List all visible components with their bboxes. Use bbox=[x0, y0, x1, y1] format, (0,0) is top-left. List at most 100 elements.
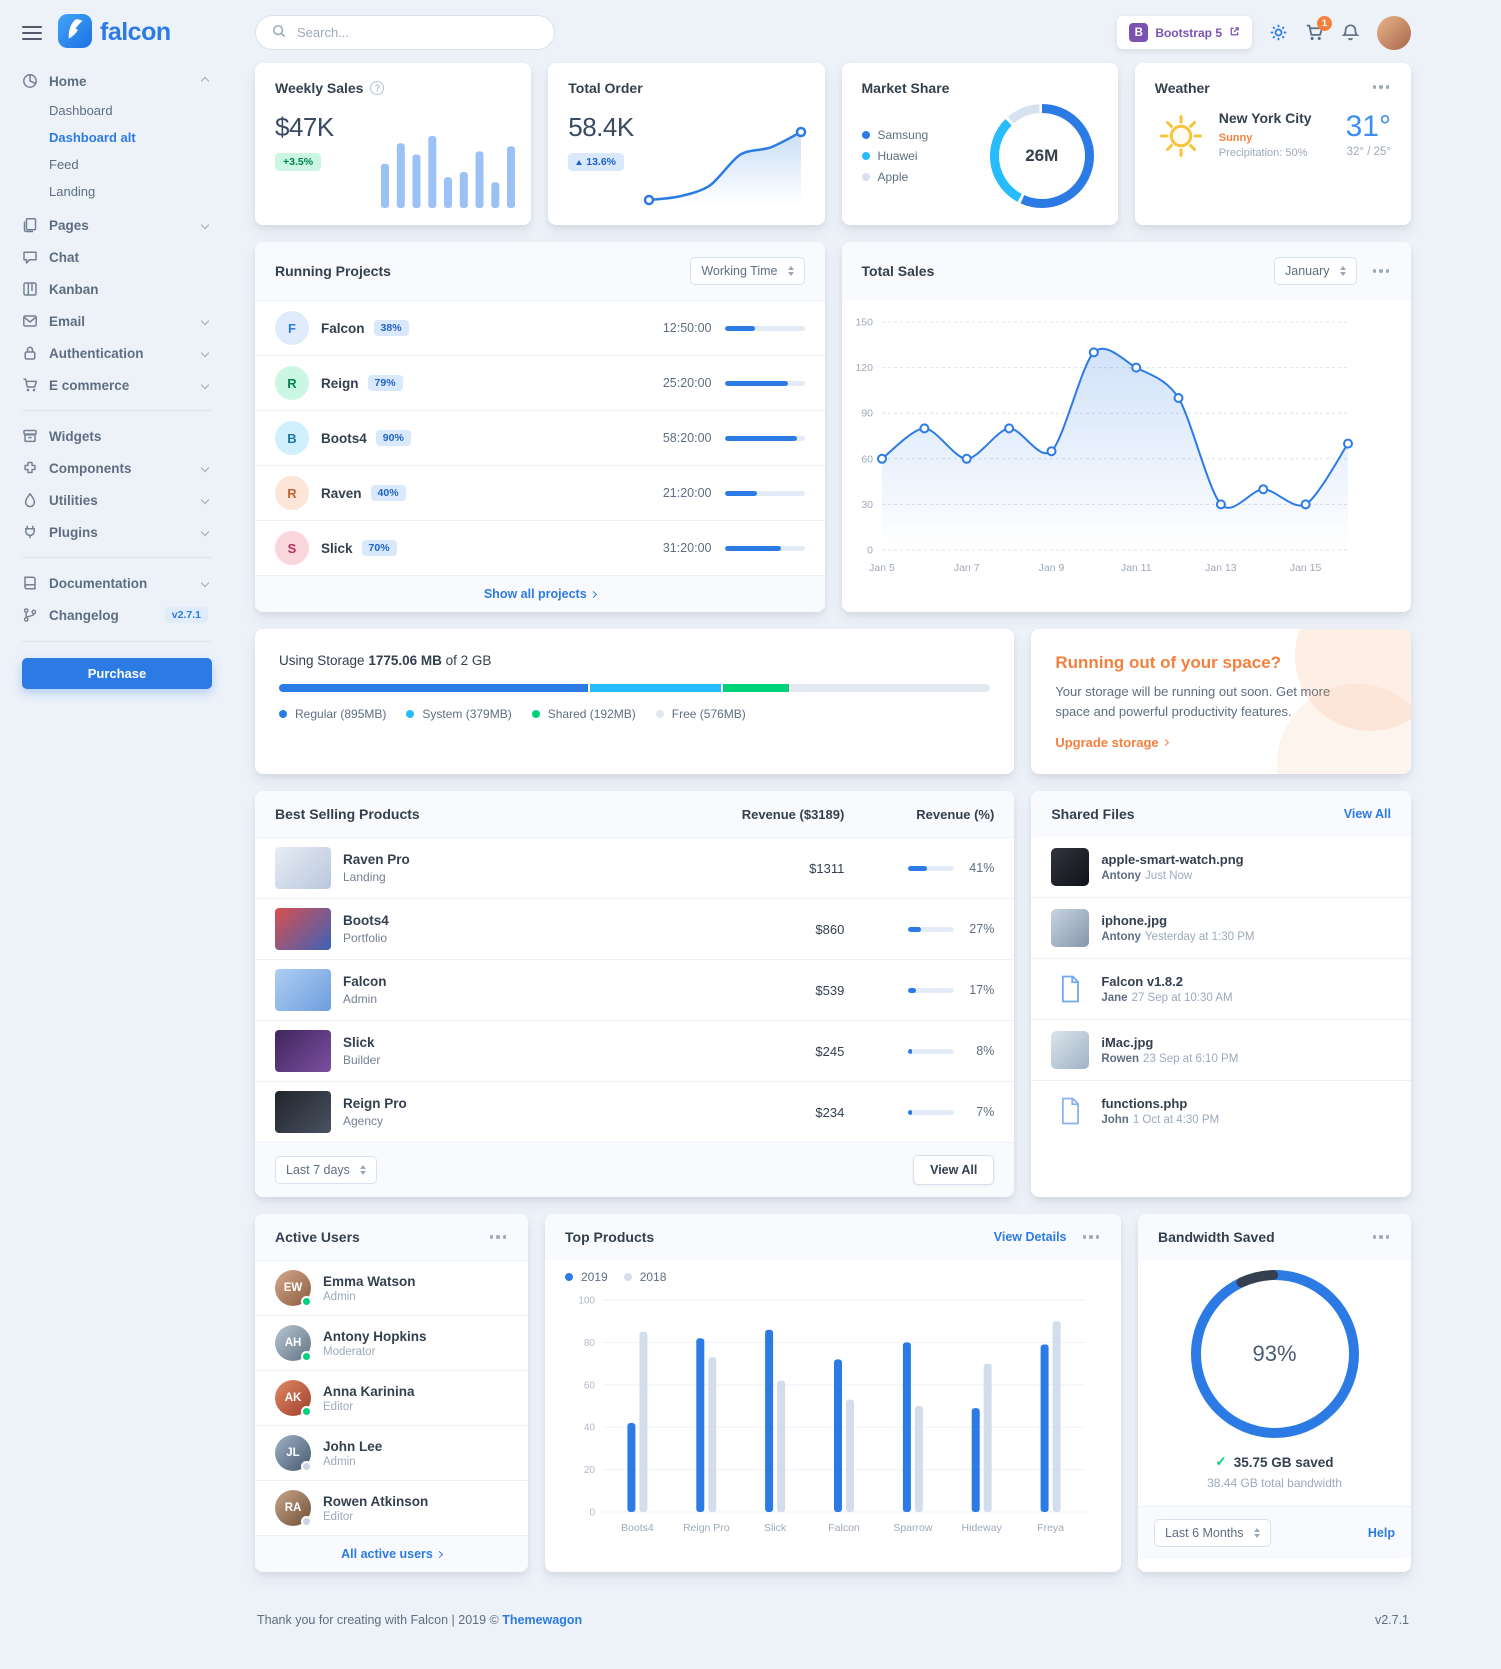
file-name[interactable]: Falcon v1.8.2 bbox=[1101, 974, 1183, 989]
upgrade-storage-link[interactable]: Upgrade storage bbox=[1055, 735, 1169, 750]
notifications-bell-icon[interactable] bbox=[1341, 23, 1360, 42]
status-indicator bbox=[301, 1406, 312, 1417]
product-category[interactable]: Portfolio bbox=[343, 931, 388, 945]
sidebar-item-feed[interactable]: Feed bbox=[49, 157, 79, 172]
product-category[interactable]: Agency bbox=[343, 1114, 384, 1128]
bootstrap-version-button[interactable]: B Bootstrap 5 bbox=[1117, 16, 1252, 49]
project-progress-badge: 38% bbox=[373, 320, 409, 336]
sidebar-item-dashboard[interactable]: Dashboard bbox=[49, 103, 113, 118]
settings-gear-icon[interactable] bbox=[1269, 23, 1288, 42]
chat-icon bbox=[23, 251, 37, 264]
cart-icon[interactable]: 1 bbox=[1305, 16, 1332, 42]
chart-legend-item: 2018 bbox=[623, 1270, 666, 1284]
all-active-users-link[interactable]: All active users bbox=[255, 1535, 528, 1572]
file-name[interactable]: iMac.jpg bbox=[1101, 1035, 1154, 1050]
card-title: Shared Files bbox=[1051, 806, 1135, 822]
product-revenue: $234 bbox=[815, 1104, 845, 1120]
file-name[interactable]: iphone.jpg bbox=[1101, 913, 1168, 928]
product-name[interactable]: Reign Pro bbox=[343, 1096, 407, 1111]
product-category[interactable]: Admin bbox=[343, 992, 378, 1006]
active-user-row: RA Rowen Atkinson Editor bbox=[255, 1480, 528, 1535]
sidebar-item-utilities[interactable]: Utilities bbox=[22, 484, 212, 516]
search-input[interactable] bbox=[295, 24, 538, 41]
svg-text:Sparrow: Sparrow bbox=[893, 1522, 933, 1534]
pie-chart-icon bbox=[23, 74, 37, 88]
card-menu-icon[interactable] bbox=[1371, 264, 1392, 278]
select-arrows-icon bbox=[1253, 1528, 1260, 1538]
sidebar-item-e-commerce[interactable]: E commerce bbox=[22, 369, 212, 401]
falcon-logo-icon bbox=[58, 14, 92, 51]
top-products-chart: 0 20 40 60 80 100 Boots4 Reign Pro Slick Falcon Sp… bbox=[545, 1286, 1121, 1547]
product-name[interactable]: Falcon bbox=[343, 974, 387, 989]
avatar: EW bbox=[275, 1270, 312, 1307]
project-name[interactable]: Slick bbox=[321, 540, 353, 556]
themewagon-link[interactable]: Themewagon bbox=[502, 1613, 583, 1627]
sidebar-item-plugins[interactable]: Plugins bbox=[22, 516, 212, 548]
sidebar-item-kanban[interactable]: Kanban bbox=[22, 273, 212, 305]
product-name[interactable]: Boots4 bbox=[343, 913, 389, 928]
sidebar-item-home[interactable]: Home bbox=[22, 65, 212, 97]
card-menu-icon[interactable] bbox=[1371, 1230, 1392, 1244]
shared-file-row: Falcon v1.8.2 Jane 27 Sep at 10:30 AM bbox=[1031, 958, 1411, 1019]
project-name[interactable]: Reign bbox=[321, 375, 359, 391]
plugins-icon bbox=[25, 525, 35, 539]
best-selling-products-card: Best Selling Products Revenue ($3189) Re… bbox=[255, 791, 1015, 1197]
user-name[interactable]: Anna Karinina bbox=[323, 1383, 415, 1399]
user-name[interactable]: Emma Watson bbox=[323, 1273, 416, 1289]
product-name[interactable]: Raven Pro bbox=[343, 852, 410, 867]
project-time: 12:50:00 bbox=[662, 321, 712, 335]
sidebar-item-authentication[interactable]: Authentication bbox=[22, 337, 212, 369]
product-row: Boots4 Portfolio $860 27% bbox=[255, 898, 1015, 959]
working-time-select[interactable]: Working Time bbox=[690, 257, 805, 285]
months-select[interactable]: Last 6 Months bbox=[1154, 1519, 1271, 1547]
info-icon[interactable] bbox=[370, 81, 385, 95]
sidebar-item-landing[interactable]: Landing bbox=[49, 184, 96, 199]
sidebar-item-email[interactable]: Email bbox=[22, 305, 212, 337]
user-name[interactable]: Antony Hopkins bbox=[323, 1328, 427, 1344]
project-progress-bar bbox=[724, 325, 805, 331]
upgrade-space-title: Running out of your space? bbox=[1055, 653, 1282, 672]
sidebar-item-components[interactable]: Components bbox=[22, 452, 212, 484]
card-menu-icon[interactable] bbox=[488, 1230, 509, 1244]
show-all-projects-link[interactable]: Show all projects bbox=[255, 575, 825, 612]
menu-toggle-icon[interactable] bbox=[22, 21, 42, 45]
view-all-files-link[interactable]: View All bbox=[1343, 807, 1391, 821]
view-all-button[interactable]: View All bbox=[913, 1155, 995, 1185]
month-select[interactable]: January bbox=[1274, 257, 1357, 285]
sidebar-item-dashboard-alt[interactable]: Dashboard alt bbox=[49, 130, 136, 145]
card-menu-icon[interactable] bbox=[1371, 80, 1392, 94]
card-menu-icon[interactable] bbox=[1081, 1230, 1102, 1244]
date-range-select[interactable]: Last 7 days bbox=[275, 1156, 377, 1184]
branch-icon bbox=[23, 608, 37, 622]
bandwidth-gauge-chart: 93% bbox=[1190, 1270, 1359, 1438]
svg-text:Jan 5: Jan 5 bbox=[869, 562, 895, 574]
sidebar-item-pages[interactable]: Pages bbox=[22, 209, 212, 241]
file-meta: Rowen 23 Sep at 6:10 PM bbox=[1101, 1053, 1239, 1065]
card-title: Bandwidth Saved bbox=[1158, 1229, 1275, 1245]
product-name[interactable]: Slick bbox=[343, 1035, 375, 1050]
project-name[interactable]: Raven bbox=[321, 485, 362, 501]
status-indicator bbox=[301, 1461, 312, 1472]
user-name[interactable]: Rowen Atkinson bbox=[323, 1493, 429, 1509]
product-category[interactable]: Landing bbox=[343, 870, 386, 884]
view-details-link[interactable]: View Details bbox=[993, 1230, 1067, 1244]
project-progress-badge: 79% bbox=[367, 375, 403, 391]
sidebar-item-chat[interactable]: Chat bbox=[22, 241, 212, 273]
file-name[interactable]: apple-smart-watch.png bbox=[1101, 852, 1244, 867]
upgrade-space-text: Your storage will be running out soon. G… bbox=[1055, 684, 1331, 719]
upgrade-space-card: Running out of your space? Your storage … bbox=[1031, 629, 1411, 774]
brand-logo[interactable]: falcon bbox=[58, 14, 171, 51]
user-avatar[interactable] bbox=[1377, 15, 1411, 50]
sidebar-item-changelog[interactable]: Changelog v2.7.1 bbox=[22, 599, 212, 631]
help-link[interactable]: Help bbox=[1367, 1526, 1395, 1540]
product-category[interactable]: Builder bbox=[343, 1053, 381, 1067]
project-name[interactable]: Boots4 bbox=[321, 430, 367, 446]
card-title: Weekly Sales bbox=[275, 80, 385, 96]
sidebar-item-widgets[interactable]: Widgets bbox=[22, 420, 212, 452]
purchase-button[interactable]: Purchase bbox=[22, 658, 212, 689]
project-name[interactable]: Falcon bbox=[321, 320, 365, 336]
file-name[interactable]: functions.php bbox=[1101, 1096, 1188, 1111]
sidebar-item-documentation[interactable]: Documentation bbox=[22, 567, 212, 599]
product-thumbnail bbox=[275, 969, 331, 1011]
user-name[interactable]: John Lee bbox=[323, 1438, 383, 1454]
